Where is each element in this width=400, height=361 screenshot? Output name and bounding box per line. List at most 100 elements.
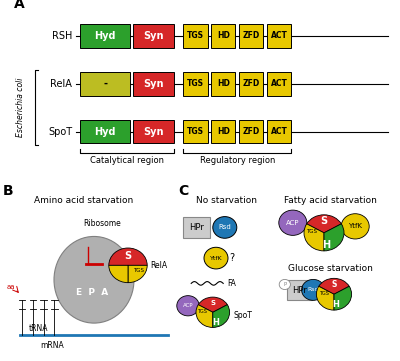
FancyBboxPatch shape bbox=[183, 217, 210, 238]
Text: P: P bbox=[283, 282, 286, 287]
Circle shape bbox=[213, 217, 237, 238]
Text: RelA: RelA bbox=[150, 261, 167, 270]
Text: S: S bbox=[320, 216, 328, 226]
Text: ACT: ACT bbox=[271, 79, 288, 88]
Text: Syn: Syn bbox=[143, 79, 164, 89]
Text: tRNA: tRNA bbox=[28, 324, 48, 333]
Circle shape bbox=[204, 247, 228, 269]
Circle shape bbox=[341, 214, 369, 239]
Wedge shape bbox=[316, 286, 334, 310]
Text: FA: FA bbox=[227, 279, 236, 288]
Text: -: - bbox=[103, 79, 107, 89]
FancyBboxPatch shape bbox=[80, 119, 130, 143]
Wedge shape bbox=[109, 265, 128, 283]
Text: TGS: TGS bbox=[187, 79, 204, 88]
Text: TGS: TGS bbox=[133, 268, 144, 273]
Text: YtfK: YtfK bbox=[348, 223, 362, 229]
Text: B: B bbox=[3, 184, 14, 198]
Text: Syn: Syn bbox=[143, 31, 164, 41]
FancyBboxPatch shape bbox=[267, 72, 291, 96]
Text: TGS: TGS bbox=[187, 127, 204, 136]
Text: SpoT: SpoT bbox=[48, 127, 72, 136]
Wedge shape bbox=[324, 224, 344, 251]
Wedge shape bbox=[198, 297, 227, 312]
Wedge shape bbox=[213, 305, 230, 327]
FancyBboxPatch shape bbox=[267, 24, 291, 48]
Text: No starvation: No starvation bbox=[196, 196, 256, 205]
Text: YtfK: YtfK bbox=[210, 256, 222, 261]
Text: Syn: Syn bbox=[143, 127, 164, 136]
Text: A: A bbox=[14, 0, 25, 11]
Text: ZFD: ZFD bbox=[243, 127, 260, 136]
Text: Ribosome: Ribosome bbox=[83, 219, 121, 228]
FancyBboxPatch shape bbox=[133, 24, 174, 48]
Wedge shape bbox=[304, 224, 324, 251]
Text: ZFD: ZFD bbox=[243, 79, 260, 88]
Text: HD: HD bbox=[217, 31, 230, 40]
Text: S: S bbox=[210, 300, 215, 305]
Circle shape bbox=[279, 279, 290, 290]
Text: aa: aa bbox=[7, 284, 16, 290]
Text: C: C bbox=[178, 184, 188, 198]
Text: mRNA: mRNA bbox=[40, 342, 64, 350]
FancyBboxPatch shape bbox=[239, 24, 264, 48]
Text: E  P  A: E P A bbox=[76, 288, 108, 297]
Circle shape bbox=[279, 210, 307, 235]
Ellipse shape bbox=[54, 236, 134, 323]
FancyBboxPatch shape bbox=[239, 72, 264, 96]
Text: Hyd: Hyd bbox=[94, 127, 116, 136]
Text: Hyd: Hyd bbox=[94, 31, 116, 41]
Text: RSH: RSH bbox=[52, 31, 72, 41]
FancyBboxPatch shape bbox=[80, 72, 130, 96]
Text: Amino acid starvation: Amino acid starvation bbox=[34, 196, 134, 205]
FancyBboxPatch shape bbox=[133, 119, 174, 143]
FancyBboxPatch shape bbox=[212, 119, 236, 143]
FancyBboxPatch shape bbox=[184, 72, 208, 96]
Text: TGS: TGS bbox=[187, 31, 204, 40]
Text: H: H bbox=[212, 318, 220, 327]
Text: HD: HD bbox=[217, 79, 230, 88]
Text: Catalytical region: Catalytical region bbox=[90, 156, 164, 165]
FancyBboxPatch shape bbox=[133, 72, 174, 96]
Text: H: H bbox=[332, 300, 339, 309]
Text: ZFD: ZFD bbox=[243, 31, 260, 40]
FancyBboxPatch shape bbox=[239, 119, 264, 143]
Text: TGS: TGS bbox=[198, 309, 207, 314]
Text: RelA: RelA bbox=[50, 79, 72, 89]
Text: ACP: ACP bbox=[183, 303, 193, 308]
Text: ACT: ACT bbox=[271, 31, 288, 40]
Text: HD: HD bbox=[217, 127, 230, 136]
Text: Rsd: Rsd bbox=[218, 225, 231, 230]
Text: ?: ? bbox=[230, 253, 234, 263]
FancyBboxPatch shape bbox=[212, 24, 236, 48]
FancyBboxPatch shape bbox=[267, 119, 291, 143]
Wedge shape bbox=[334, 286, 352, 310]
Circle shape bbox=[177, 296, 199, 316]
Wedge shape bbox=[196, 305, 213, 327]
FancyBboxPatch shape bbox=[287, 280, 312, 300]
Wedge shape bbox=[319, 278, 349, 294]
Text: SpoT: SpoT bbox=[234, 311, 252, 319]
Wedge shape bbox=[307, 215, 341, 233]
FancyBboxPatch shape bbox=[80, 24, 130, 48]
Text: TGS: TGS bbox=[306, 229, 318, 234]
Text: S: S bbox=[331, 280, 337, 288]
Text: TGS: TGS bbox=[319, 291, 328, 296]
Text: Glucose starvation: Glucose starvation bbox=[288, 265, 372, 273]
FancyBboxPatch shape bbox=[212, 72, 236, 96]
Text: Rsd: Rsd bbox=[308, 287, 319, 292]
Text: S: S bbox=[124, 251, 132, 261]
Text: H: H bbox=[322, 240, 330, 250]
Text: HPr: HPr bbox=[189, 223, 204, 232]
Wedge shape bbox=[109, 248, 147, 265]
Text: Regulatory region: Regulatory region bbox=[200, 156, 275, 165]
Text: ACP: ACP bbox=[286, 220, 300, 226]
Text: ACT: ACT bbox=[271, 127, 288, 136]
Text: Escherichia coli: Escherichia coli bbox=[16, 78, 25, 137]
FancyBboxPatch shape bbox=[184, 119, 208, 143]
FancyBboxPatch shape bbox=[184, 24, 208, 48]
Text: Fatty acid starvation: Fatty acid starvation bbox=[284, 196, 376, 205]
Circle shape bbox=[302, 279, 325, 300]
Text: HPr: HPr bbox=[292, 286, 307, 295]
Wedge shape bbox=[128, 265, 147, 283]
